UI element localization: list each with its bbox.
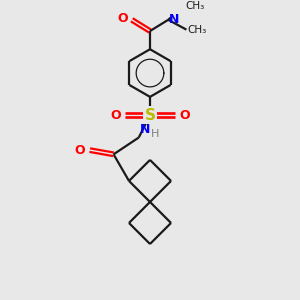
Text: N: N bbox=[169, 13, 179, 26]
Text: H: H bbox=[151, 129, 159, 139]
Text: O: O bbox=[179, 109, 190, 122]
Text: O: O bbox=[117, 12, 128, 25]
Text: O: O bbox=[74, 144, 85, 157]
Text: CH₃: CH₃ bbox=[185, 1, 204, 11]
Text: O: O bbox=[110, 109, 121, 122]
Text: S: S bbox=[145, 108, 155, 123]
Text: N: N bbox=[140, 123, 151, 136]
Text: CH₃: CH₃ bbox=[188, 25, 207, 34]
